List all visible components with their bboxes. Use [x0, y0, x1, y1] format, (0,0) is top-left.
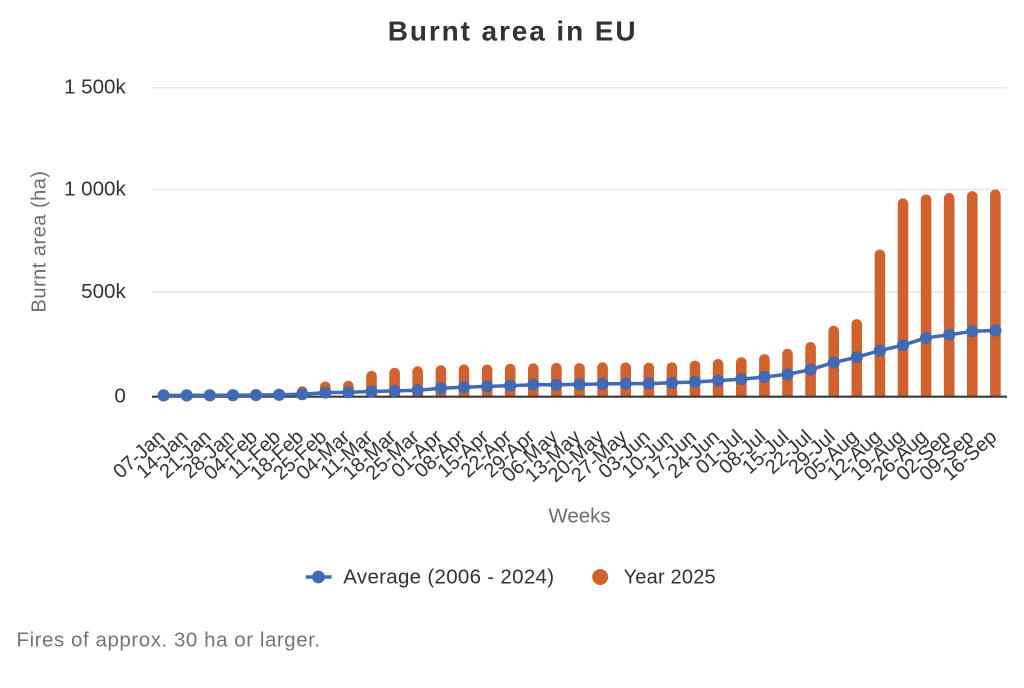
svg-text:Average (2006 - 2024): Average (2006 - 2024) [343, 566, 554, 589]
svg-text:Weeks: Weeks [548, 504, 610, 527]
svg-text:500k: 500k [81, 280, 126, 303]
svg-text:Fires of approx. 30 ha or larg: Fires of approx. 30 ha or larger. [17, 629, 321, 652]
svg-text:Burnt area in EU: Burnt area in EU [388, 15, 638, 46]
svg-text:Year 2025: Year 2025 [624, 567, 716, 589]
svg-text:1 500k: 1 500k [64, 75, 127, 98]
svg-text:1 000k: 1 000k [64, 177, 127, 200]
svg-text:0: 0 [114, 385, 125, 408]
svg-text:Burnt area (ha): Burnt area (ha) [29, 170, 51, 312]
